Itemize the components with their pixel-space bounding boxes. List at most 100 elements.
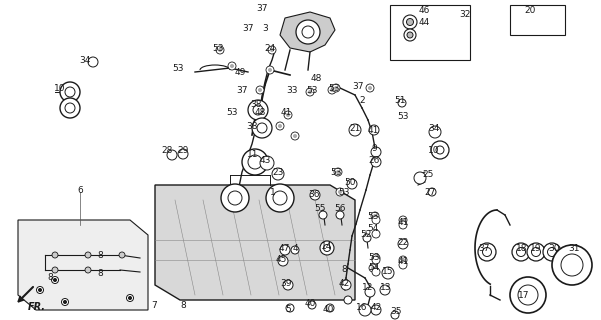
Text: 53: 53 [212, 44, 224, 52]
Circle shape [53, 278, 56, 282]
Circle shape [286, 113, 290, 117]
Circle shape [431, 141, 449, 159]
Text: 48: 48 [254, 108, 266, 116]
Circle shape [286, 304, 294, 312]
Polygon shape [18, 220, 148, 310]
Text: 41: 41 [397, 218, 409, 227]
Circle shape [85, 252, 91, 258]
Circle shape [372, 230, 380, 238]
Circle shape [334, 86, 338, 90]
Text: 31: 31 [569, 244, 580, 252]
Circle shape [372, 268, 380, 276]
Text: 49: 49 [234, 68, 246, 76]
Circle shape [407, 32, 413, 38]
Text: 53: 53 [307, 85, 318, 94]
Text: 6: 6 [77, 186, 83, 195]
Text: 14: 14 [322, 242, 333, 251]
Text: 19: 19 [530, 244, 542, 252]
Text: 33: 33 [286, 85, 297, 94]
Circle shape [403, 15, 417, 29]
Circle shape [510, 277, 546, 313]
Circle shape [512, 243, 530, 261]
Circle shape [278, 256, 288, 266]
Circle shape [483, 247, 492, 257]
Circle shape [391, 311, 399, 319]
Circle shape [38, 289, 41, 292]
Circle shape [85, 267, 91, 273]
Text: 22: 22 [397, 237, 409, 246]
Circle shape [302, 26, 314, 38]
Text: 8: 8 [97, 252, 103, 260]
Circle shape [60, 98, 80, 118]
Circle shape [319, 211, 327, 219]
Circle shape [399, 221, 407, 229]
Text: 8: 8 [180, 301, 186, 310]
Text: 45: 45 [275, 255, 287, 265]
Circle shape [365, 287, 375, 297]
Circle shape [306, 88, 314, 96]
Text: 23: 23 [272, 167, 284, 177]
Circle shape [552, 245, 592, 285]
Text: 3: 3 [262, 23, 268, 33]
Circle shape [65, 103, 75, 113]
Circle shape [270, 48, 274, 52]
Circle shape [252, 118, 272, 138]
Text: 54: 54 [367, 223, 379, 233]
Text: 28: 28 [161, 146, 172, 155]
Circle shape [276, 122, 284, 130]
Circle shape [308, 90, 312, 94]
Text: 42: 42 [370, 303, 382, 313]
Text: 17: 17 [518, 292, 529, 300]
Text: 8: 8 [47, 274, 53, 283]
Text: 36: 36 [308, 189, 320, 198]
Text: 25: 25 [423, 170, 434, 179]
Circle shape [291, 132, 299, 140]
Text: 48: 48 [310, 74, 322, 83]
Circle shape [88, 57, 98, 67]
Circle shape [283, 280, 293, 290]
Text: 15: 15 [382, 268, 394, 276]
Circle shape [406, 19, 413, 26]
Text: 35: 35 [390, 308, 401, 316]
Circle shape [363, 234, 371, 242]
Circle shape [242, 149, 268, 175]
Circle shape [323, 244, 331, 252]
Circle shape [344, 296, 352, 304]
Text: 37: 37 [242, 23, 254, 33]
Polygon shape [155, 185, 355, 300]
Text: 46: 46 [418, 5, 430, 14]
Text: 26: 26 [368, 156, 380, 164]
Circle shape [228, 191, 242, 205]
Text: 53: 53 [338, 188, 350, 196]
Circle shape [382, 267, 394, 279]
Text: 34: 34 [429, 124, 440, 132]
Text: 10: 10 [429, 146, 440, 155]
Text: 40: 40 [322, 306, 334, 315]
Text: 37: 37 [256, 4, 268, 12]
Circle shape [310, 190, 320, 200]
Circle shape [257, 123, 267, 133]
Circle shape [336, 188, 344, 196]
Circle shape [266, 184, 294, 212]
Circle shape [326, 304, 334, 312]
Circle shape [332, 84, 340, 92]
Text: 4: 4 [292, 244, 298, 252]
Circle shape [278, 124, 282, 128]
Text: 8: 8 [97, 269, 103, 278]
Circle shape [401, 218, 405, 222]
Circle shape [401, 258, 405, 262]
Text: 53: 53 [172, 63, 184, 73]
Circle shape [293, 134, 297, 138]
Text: 11: 11 [247, 149, 259, 158]
Text: 53: 53 [368, 253, 380, 262]
Circle shape [218, 48, 222, 52]
Circle shape [368, 86, 372, 90]
Circle shape [336, 170, 340, 174]
Text: 32: 32 [459, 10, 471, 19]
Text: 53: 53 [331, 167, 342, 177]
Text: 37: 37 [236, 85, 248, 94]
Circle shape [372, 256, 380, 264]
Polygon shape [280, 12, 335, 52]
Circle shape [371, 147, 381, 157]
Text: 12: 12 [362, 284, 374, 292]
